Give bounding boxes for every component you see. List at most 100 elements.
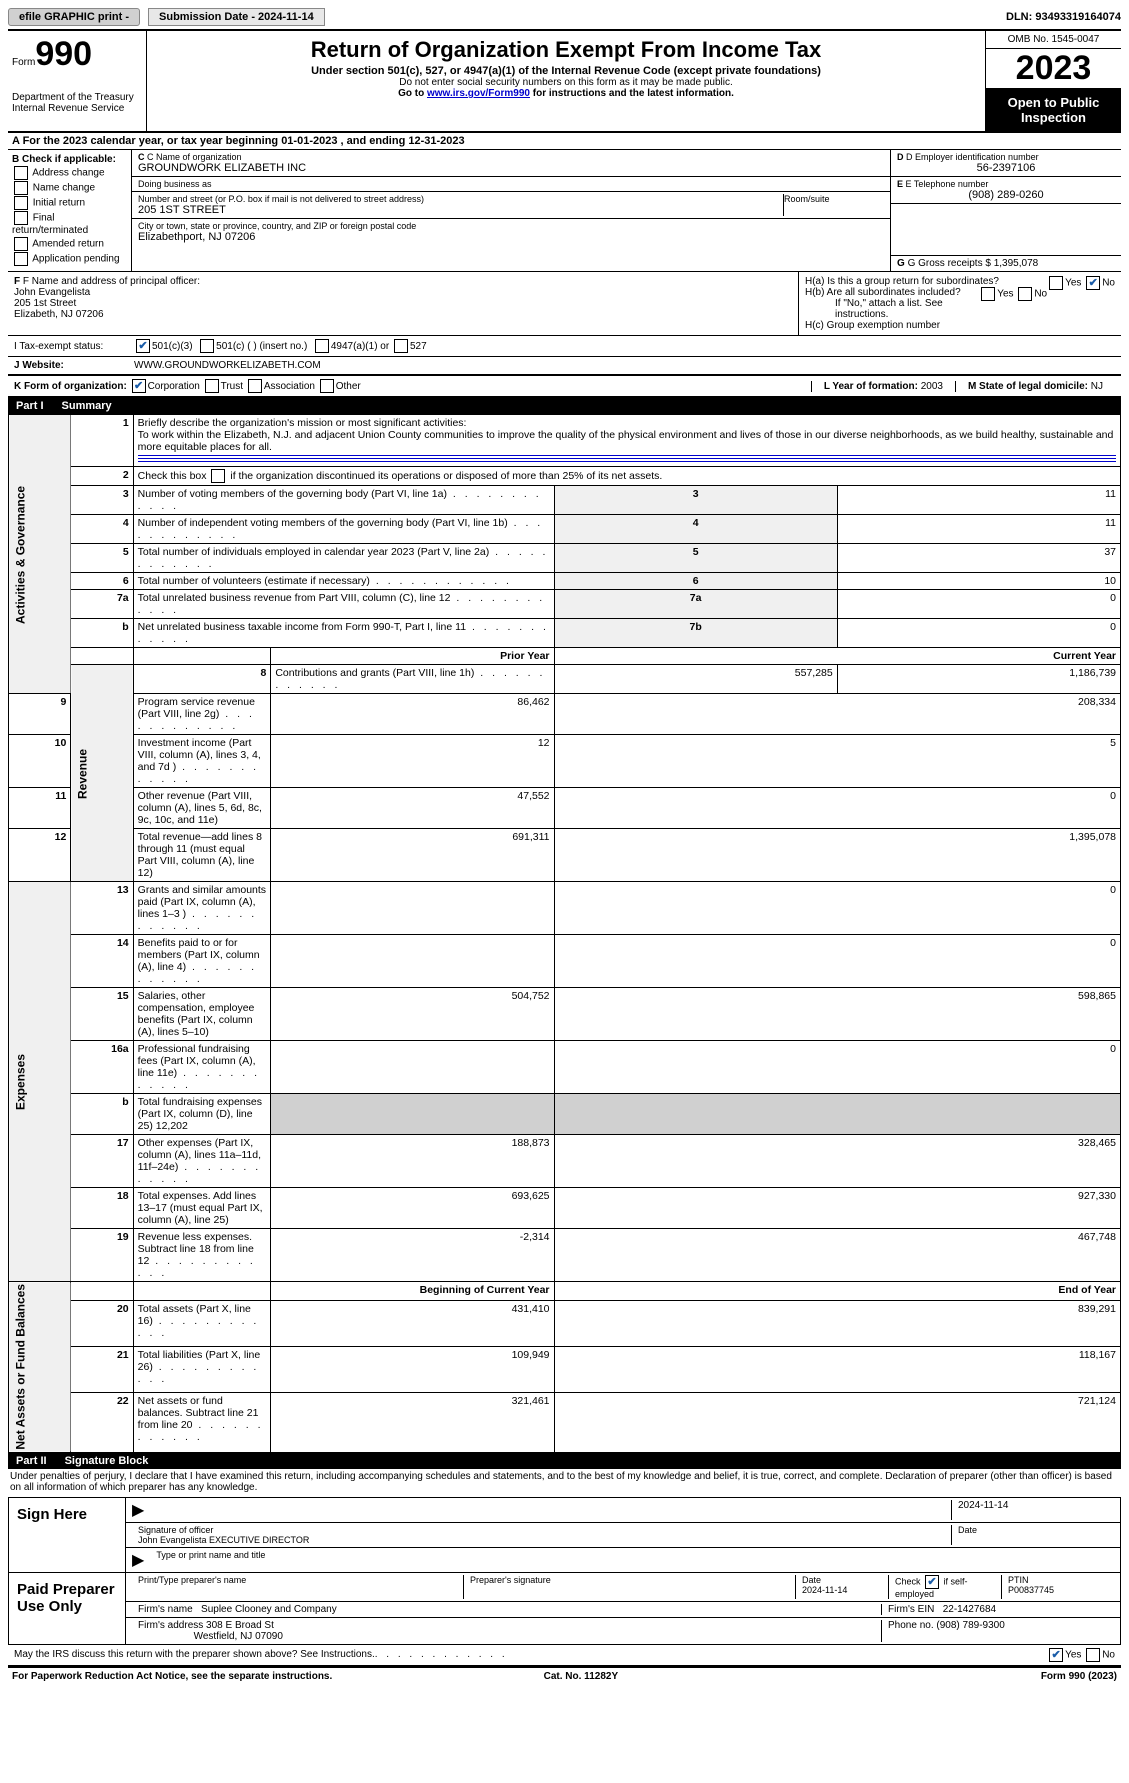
form-header: Form990 Department of the Treasury Inter…	[8, 31, 1121, 133]
goto-pre: Go to	[398, 88, 427, 99]
ha-yes[interactable]	[1049, 276, 1063, 290]
part2-title: Signature Block	[65, 1455, 149, 1467]
checkbox-final-return[interactable]	[14, 211, 28, 225]
val-7a: 0	[837, 590, 1120, 619]
org-name: GROUNDWORK ELIZABETH INC	[138, 162, 884, 174]
tax-year: 2023	[986, 49, 1121, 89]
ha-label: H(a) Is this a group return for subordin…	[805, 276, 999, 287]
city-label: City or town, state or province, country…	[138, 221, 884, 231]
form-title: Return of Organization Exempt From Incom…	[155, 37, 977, 63]
paid-preparer-label: Paid Preparer Use Only	[9, 1573, 126, 1644]
chk-trust[interactable]	[205, 379, 219, 393]
arrow-icon-2: ▶	[132, 1550, 144, 1570]
chk-self-employed[interactable]	[925, 1575, 939, 1589]
side-netassets: Net Assets or Fund Balances	[9, 1282, 71, 1453]
omb-number: OMB No. 1545-0047	[986, 31, 1121, 49]
part1-title: Summary	[62, 400, 112, 412]
footer-left: For Paperwork Reduction Act Notice, see …	[12, 1671, 332, 1682]
firm-addr2: Westfield, NJ 07090	[194, 1631, 283, 1642]
firm-phone: (908) 789-9300	[936, 1620, 1004, 1631]
footer: For Paperwork Reduction Act Notice, see …	[8, 1667, 1121, 1685]
chk-other[interactable]	[320, 379, 334, 393]
checkbox-amended[interactable]	[14, 237, 28, 251]
val-3: 11	[837, 486, 1120, 515]
hc-label: H(c) Group exemption number	[805, 320, 1115, 331]
form-number: 990	[35, 35, 92, 73]
firm-ein-label: Firm's EIN	[888, 1604, 934, 1615]
sig-officer-label: Signature of officer	[138, 1525, 213, 1535]
chk-assoc[interactable]	[248, 379, 262, 393]
hb-note: If "No," attach a list. See instructions…	[805, 298, 1115, 320]
print-prep-label: Print/Type preparer's name	[132, 1575, 464, 1599]
mission-text: To work within the Elizabeth, N.J. and a…	[138, 429, 1114, 453]
summary-table: Activities & Governance 1 Briefly descri…	[8, 414, 1121, 1453]
col-current: Current Year	[554, 648, 1120, 665]
side-expenses: Expenses	[9, 882, 71, 1282]
officer-label: F F Name and address of principal office…	[14, 276, 792, 287]
sig-date1: 2024-11-14	[952, 1500, 1114, 1520]
dept-label: Department of the Treasury Internal Reve…	[12, 92, 142, 114]
year-formation-label: L Year of formation:	[824, 381, 918, 392]
checkbox-initial-return[interactable]	[14, 196, 28, 210]
col-prior: Prior Year	[271, 648, 554, 665]
val-5: 37	[837, 544, 1120, 573]
chk-4947[interactable]	[315, 339, 329, 353]
row-a-tax-year: A For the 2023 calendar year, or tax yea…	[8, 133, 1121, 150]
hb-no[interactable]	[1018, 287, 1032, 301]
checkbox-application-pending[interactable]	[14, 252, 28, 266]
officer-street: 205 1st Street	[14, 298, 792, 309]
ein-label: D D Employer identification number	[897, 152, 1115, 162]
efile-print-button[interactable]: efile GRAPHIC print -	[8, 8, 140, 26]
arrow-icon: ▶	[132, 1500, 144, 1520]
year-formation: 2003	[921, 381, 943, 392]
chk-corp[interactable]	[132, 379, 146, 393]
hb-label: H(b) Are all subordinates included?	[805, 287, 961, 298]
chk-discontinued[interactable]	[211, 469, 225, 483]
firm-addr1: 308 E Broad St	[206, 1620, 274, 1631]
officer-name: John Evangelista	[14, 287, 792, 298]
street-label: Number and street (or P.O. box if mail i…	[138, 194, 783, 204]
dln: DLN: 93493319164074	[1006, 11, 1121, 23]
prep-sig-label: Preparer's signature	[464, 1575, 796, 1599]
checkbox-address-change[interactable]	[14, 166, 28, 180]
ssn-note: Do not enter social security numbers on …	[155, 77, 977, 88]
chk-527[interactable]	[394, 339, 408, 353]
open-inspection: Open to Public Inspection	[986, 89, 1121, 131]
row-i: I Tax-exempt status: 501(c)(3) 501(c) ( …	[8, 336, 1121, 357]
line2-text: Check this box if the organization disco…	[138, 470, 663, 482]
chk-501c[interactable]	[200, 339, 214, 353]
val-6: 10	[837, 573, 1120, 590]
ha-no[interactable]	[1086, 276, 1100, 290]
part2-label: Part II	[16, 1455, 47, 1467]
check-self-employed: Check if self-employed	[889, 1575, 1002, 1599]
discuss-no[interactable]	[1086, 1648, 1100, 1662]
firm-name-label: Firm's name	[138, 1604, 193, 1615]
firm-addr-label: Firm's address	[138, 1620, 203, 1631]
gross-receipts-label: G G Gross receipts $	[897, 258, 991, 269]
irs-link[interactable]: www.irs.gov/Form990	[427, 88, 530, 99]
discuss-yes[interactable]	[1049, 1648, 1063, 1662]
city-value: Elizabethport, NJ 07206	[138, 231, 884, 243]
checkbox-name-change[interactable]	[14, 181, 28, 195]
website-value: WWW.GROUNDWORKELIZABETH.COM	[134, 360, 321, 371]
part2-header: Part II Signature Block	[8, 1453, 1121, 1469]
domicile-label: M State of legal domicile:	[968, 381, 1088, 392]
room-label: Room/suite	[784, 194, 884, 204]
chk-501c3[interactable]	[136, 339, 150, 353]
discuss-row: May the IRS discuss this return with the…	[8, 1645, 1121, 1667]
dba-label: Doing business as	[138, 179, 884, 189]
submission-date: Submission Date - 2024-11-14	[148, 8, 325, 26]
domicile: NJ	[1091, 381, 1103, 392]
block-bcdeg: B Check if applicable: Address change Na…	[8, 150, 1121, 272]
side-governance: Activities & Governance	[9, 415, 71, 694]
box-b-label: B Check if applicable:	[12, 154, 127, 165]
footer-cat: Cat. No. 11282Y	[544, 1671, 618, 1682]
footer-form: Form 990 (2023)	[1041, 1671, 1117, 1682]
form-subtitle: Under section 501(c), 527, or 4947(a)(1)…	[155, 65, 977, 77]
firm-ein: 22-1427684	[943, 1604, 996, 1615]
hb-yes[interactable]	[981, 287, 995, 301]
mission-label: Briefly describe the organization's miss…	[138, 417, 467, 429]
col-end: End of Year	[554, 1282, 1120, 1301]
phone-value: (908) 289-0260	[897, 189, 1115, 201]
goto-post: for instructions and the latest informat…	[530, 88, 734, 99]
